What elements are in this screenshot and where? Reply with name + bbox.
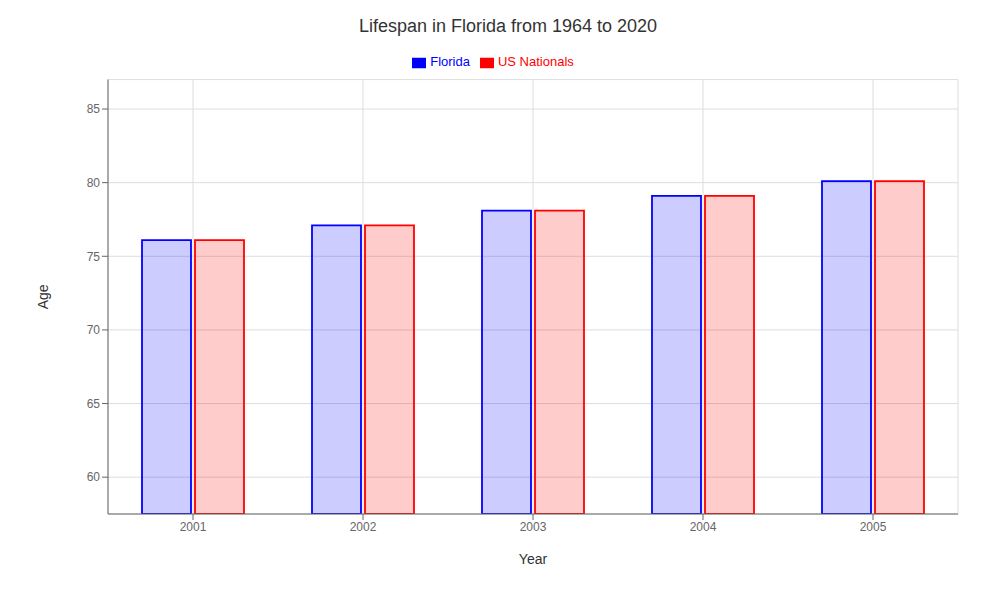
svg-text:85: 85 [87, 102, 101, 116]
svg-text:65: 65 [87, 397, 101, 411]
svg-text:60: 60 [87, 470, 101, 484]
svg-text:Age: Age [35, 284, 51, 309]
html-text:Florida: Florida [430, 54, 470, 69]
svg-text:2002: 2002 [350, 520, 377, 534]
svg-text:Year: Year [519, 551, 548, 567]
svg-text:2001: 2001 [180, 520, 207, 534]
svg-text:70: 70 [87, 323, 101, 337]
svg-text:80: 80 [87, 176, 101, 190]
html-text:Lifespan in Florida from 1964: Lifespan in Florida from 1964 to 2020 [358, 16, 658, 36]
svg-text:2004: 2004 [690, 520, 717, 534]
svg-text:2003: 2003 [520, 520, 547, 534]
svg-text:2005: 2005 [860, 520, 887, 534]
svg-text:75: 75 [87, 250, 101, 264]
html-text:US Nationals: US Nationals [497, 54, 574, 69]
